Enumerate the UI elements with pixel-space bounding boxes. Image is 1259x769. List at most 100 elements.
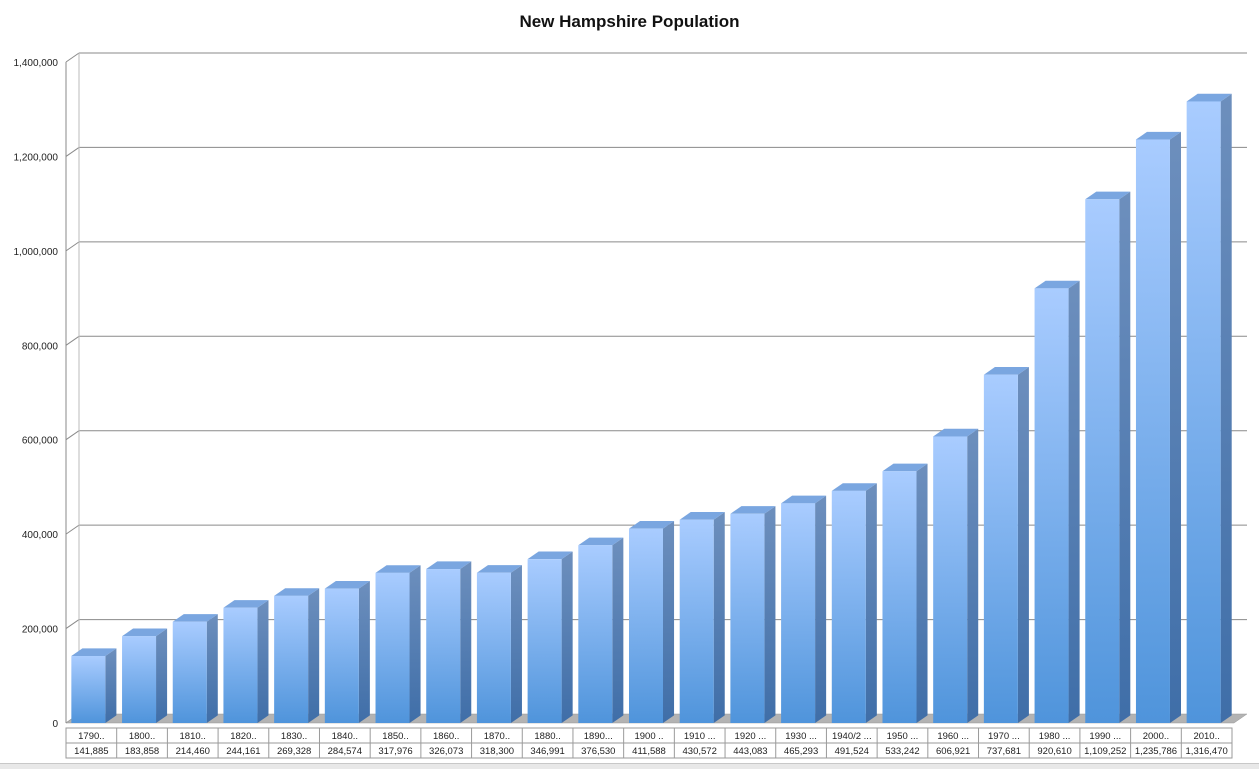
- bar-group: [324, 580, 370, 723]
- data-label: 920,610: [1037, 746, 1071, 757]
- y-tick-label: 400,000: [22, 530, 59, 541]
- bar-top: [324, 580, 370, 589]
- data-label: 606,921: [936, 746, 970, 757]
- data-label: 244,161: [226, 746, 260, 757]
- y-tick-label: 1,200,000: [14, 152, 59, 163]
- bar-top: [122, 628, 168, 637]
- bar: [172, 621, 207, 723]
- bar-top: [476, 565, 522, 573]
- x-tick-label: 1830..: [281, 731, 307, 742]
- y-tick-mark: [65, 335, 80, 346]
- bar: [375, 572, 410, 723]
- bar: [476, 572, 511, 723]
- bar-side: [764, 506, 776, 723]
- bar-group: [122, 628, 168, 723]
- bar: [882, 471, 917, 723]
- data-label: 1,235,786: [1135, 746, 1177, 757]
- bar-side: [561, 551, 573, 723]
- bar-side: [257, 600, 269, 723]
- bar-top: [426, 561, 472, 570]
- bar-group: [983, 367, 1029, 723]
- y-tick-mark: [65, 619, 80, 629]
- x-tick-label: 1890...: [584, 731, 613, 742]
- bar-group: [1085, 191, 1131, 724]
- data-label: 326,073: [429, 746, 463, 757]
- bar-group: [527, 551, 573, 723]
- data-label: 1,109,252: [1084, 746, 1126, 757]
- bar-side: [510, 565, 522, 723]
- bar-top: [527, 551, 573, 560]
- bar-group: [781, 495, 827, 723]
- bar-top: [1186, 93, 1232, 102]
- chart-title: New Hampshire Population: [519, 12, 740, 31]
- bar: [324, 588, 359, 723]
- bar-side: [713, 512, 725, 723]
- bar-top: [172, 614, 218, 622]
- data-label: 376,530: [581, 746, 615, 757]
- data-label: 411,588: [632, 746, 666, 757]
- x-tick-label: 1910 ...: [684, 731, 716, 742]
- y-tick-mark: [65, 430, 80, 441]
- bar: [527, 559, 562, 723]
- data-label: 317,976: [378, 746, 412, 757]
- bar-top: [1034, 280, 1080, 289]
- y-tick-label: 1,000,000: [14, 247, 59, 258]
- bar-side: [409, 565, 421, 723]
- bar: [781, 503, 816, 723]
- bar-side: [1169, 131, 1182, 724]
- bar-side: [1017, 367, 1029, 723]
- bar: [983, 374, 1018, 723]
- bar-group: [274, 588, 320, 723]
- bar: [223, 607, 258, 723]
- bar-side: [105, 648, 117, 723]
- bar-top: [274, 588, 320, 596]
- x-tick-label: 1920 ...: [735, 731, 767, 742]
- bar-top: [882, 463, 928, 472]
- data-label: 269,328: [277, 746, 311, 757]
- data-label: 1,316,470: [1186, 746, 1228, 757]
- x-tick-label: 1860..: [433, 731, 459, 742]
- data-label: 284,574: [328, 746, 362, 757]
- bar-top: [933, 428, 979, 437]
- bar-side: [916, 463, 928, 723]
- bar: [71, 656, 106, 723]
- bar-side: [1119, 191, 1131, 724]
- data-label: 491,524: [835, 746, 869, 757]
- data-label: 465,293: [784, 746, 818, 757]
- bar-top: [781, 495, 827, 504]
- bar: [426, 569, 461, 723]
- bar-side: [865, 483, 877, 723]
- y-tick-mark: [65, 241, 80, 252]
- sheet-tab-strip: [0, 763, 1259, 769]
- bar-group: [375, 565, 421, 723]
- x-tick-label: 1810..: [180, 731, 206, 742]
- y-tick-mark: [65, 524, 80, 535]
- bar-top: [831, 483, 877, 491]
- bar-group: [882, 463, 928, 723]
- bar: [730, 513, 765, 723]
- bar-side: [815, 495, 827, 723]
- x-tick-label: 1970 ...: [988, 731, 1020, 742]
- x-tick-label: 1980 ...: [1039, 731, 1071, 742]
- data-label: 141,885: [74, 746, 108, 757]
- data-label: 443,083: [733, 746, 767, 757]
- bar-top: [1085, 191, 1131, 200]
- bar-side: [358, 580, 370, 723]
- bar-side: [967, 428, 979, 723]
- bar-side: [308, 588, 320, 723]
- bar-top: [223, 600, 269, 608]
- bar-side: [460, 561, 472, 723]
- bar-top: [1135, 131, 1182, 140]
- bar: [1085, 199, 1120, 723]
- bar: [274, 595, 309, 723]
- bar-group: [172, 614, 218, 723]
- data-label: 737,681: [987, 746, 1021, 757]
- x-tick-label: 2010..: [1193, 731, 1219, 742]
- bar: [1135, 139, 1170, 723]
- data-label: 533,242: [885, 746, 919, 757]
- data-label: 318,300: [480, 746, 514, 757]
- bar: [679, 519, 714, 723]
- bar-group: [426, 561, 472, 723]
- bar: [1186, 101, 1221, 723]
- x-tick-label: 1850..: [382, 731, 408, 742]
